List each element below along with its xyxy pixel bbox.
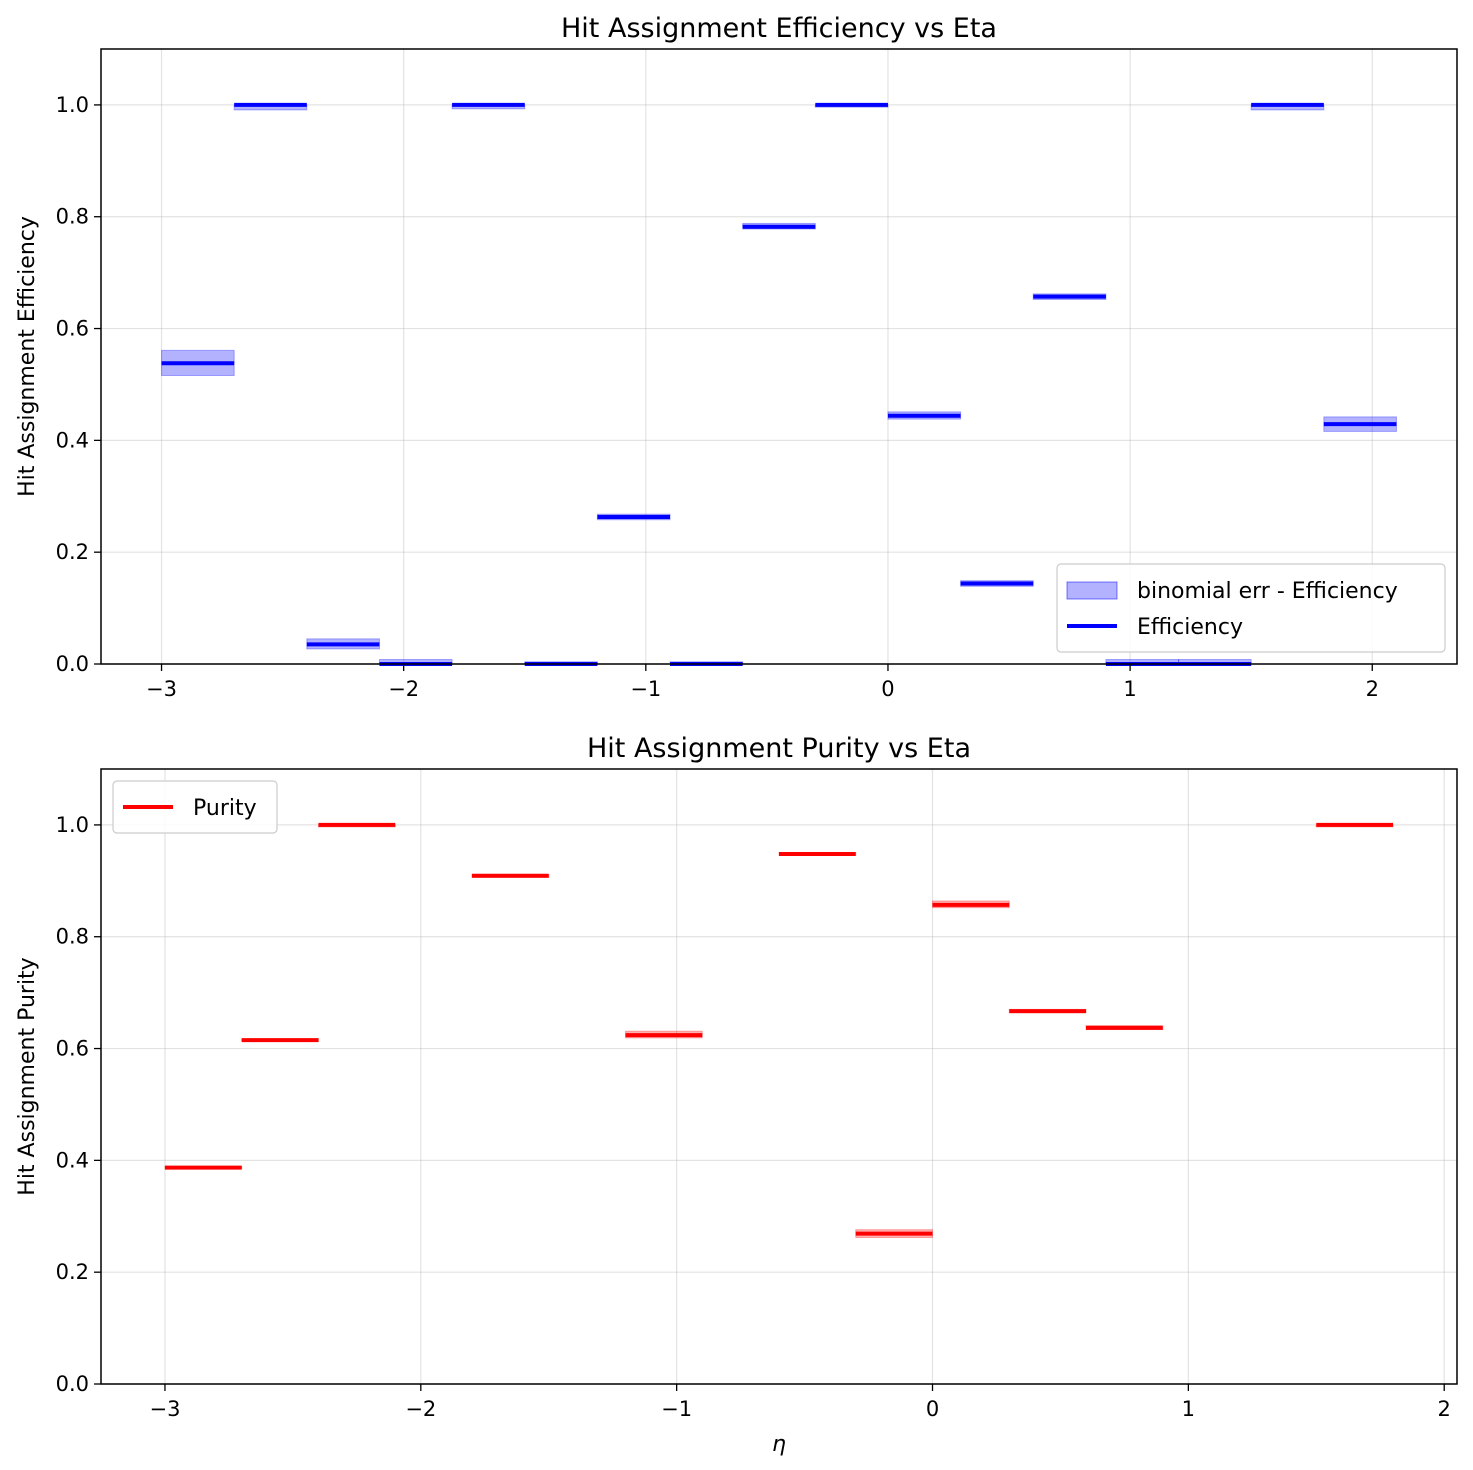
x-tick-label: −3 (149, 1397, 180, 1421)
legend-label: Purity (193, 796, 257, 821)
plot-frame (100, 48, 1458, 665)
y-axis-label: Hit Assignment Efficiency (15, 216, 40, 497)
y-tick-label: 0.6 (56, 1037, 89, 1061)
y-tick-label: 0.6 (56, 317, 89, 341)
y-tick-label: 0.8 (56, 925, 89, 949)
y-tick-label: 0.4 (56, 1148, 89, 1172)
x-tick-label: −2 (388, 677, 419, 701)
purity-panel: −3 −2 −1 0 1 2 0.0 0.2 0.4 0.6 0.8 1.0 Hit Assignmen… (15, 733, 1458, 1457)
x-tick-label: 1 (1182, 1397, 1195, 1421)
legend-label: binomial err - Efficiency (1137, 579, 1398, 604)
legend-label: Efficiency (1137, 615, 1243, 640)
x-tick-label: 1 (1123, 677, 1136, 701)
efficiency-panel: −3 −2 −1 0 1 2 0.0 0.2 0.4 0.6 0.8 1.0 Hit Assignmen… (15, 13, 1458, 701)
legend-box (1056, 563, 1446, 653)
y-tick-label: 0.0 (56, 652, 89, 676)
y-tick-label: 0.0 (56, 1372, 89, 1396)
y-tick-label: 1.0 (56, 93, 89, 117)
x-tick-label: 0 (881, 677, 894, 701)
plot-frame (100, 768, 1458, 1385)
chart-title: Hit Assignment Purity vs Eta (587, 733, 971, 764)
y-tick-label: 1.0 (56, 813, 89, 837)
y-tick-label: 0.2 (56, 540, 89, 564)
y-axis-label: Hit Assignment Purity (15, 957, 40, 1195)
x-tick-label: −1 (661, 1397, 692, 1421)
y-tick-label: 0.8 (56, 205, 89, 229)
x-tick-label: 2 (1366, 677, 1379, 701)
x-tick-label: −1 (630, 677, 661, 701)
x-tick-label: 0 (926, 1397, 939, 1421)
legend-band-swatch (1066, 581, 1118, 600)
chart-title: Hit Assignment Efficiency vs Eta (561, 13, 997, 44)
x-axis-label: η (772, 1432, 786, 1457)
y-tick-label: 0.4 (56, 428, 89, 452)
x-tick-label: −3 (146, 677, 177, 701)
legend-box (112, 780, 278, 834)
y-tick-label: 0.2 (56, 1260, 89, 1284)
x-tick-label: −2 (405, 1397, 436, 1421)
x-tick-label: 2 (1438, 1397, 1451, 1421)
